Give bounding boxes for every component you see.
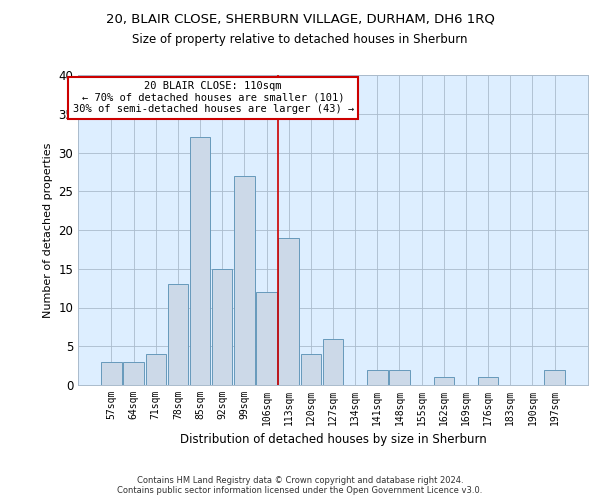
Bar [167, 284, 188, 385]
Text: 20, BLAIR CLOSE, SHERBURN VILLAGE, DURHAM, DH6 1RQ: 20, BLAIR CLOSE, SHERBURN VILLAGE, DURHA… [106, 12, 494, 26]
Bar [367, 370, 388, 385]
Bar [278, 238, 299, 385]
X-axis label: Distribution of detached houses by size in Sherburn: Distribution of detached houses by size … [179, 434, 487, 446]
Bar [434, 378, 454, 385]
Bar [478, 378, 499, 385]
Bar [323, 338, 343, 385]
Text: Size of property relative to detached houses in Sherburn: Size of property relative to detached ho… [132, 32, 468, 46]
Text: 20 BLAIR CLOSE: 110sqm
← 70% of detached houses are smaller (101)
30% of semi-de: 20 BLAIR CLOSE: 110sqm ← 70% of detached… [73, 81, 354, 114]
Bar [124, 362, 144, 385]
Bar [146, 354, 166, 385]
Bar [389, 370, 410, 385]
Bar [101, 362, 122, 385]
Bar [256, 292, 277, 385]
Y-axis label: Number of detached properties: Number of detached properties [43, 142, 53, 318]
Bar [190, 137, 210, 385]
Bar [234, 176, 254, 385]
Bar [544, 370, 565, 385]
Bar [212, 269, 232, 385]
Text: Contains HM Land Registry data © Crown copyright and database right 2024.
Contai: Contains HM Land Registry data © Crown c… [118, 476, 482, 495]
Bar [301, 354, 321, 385]
